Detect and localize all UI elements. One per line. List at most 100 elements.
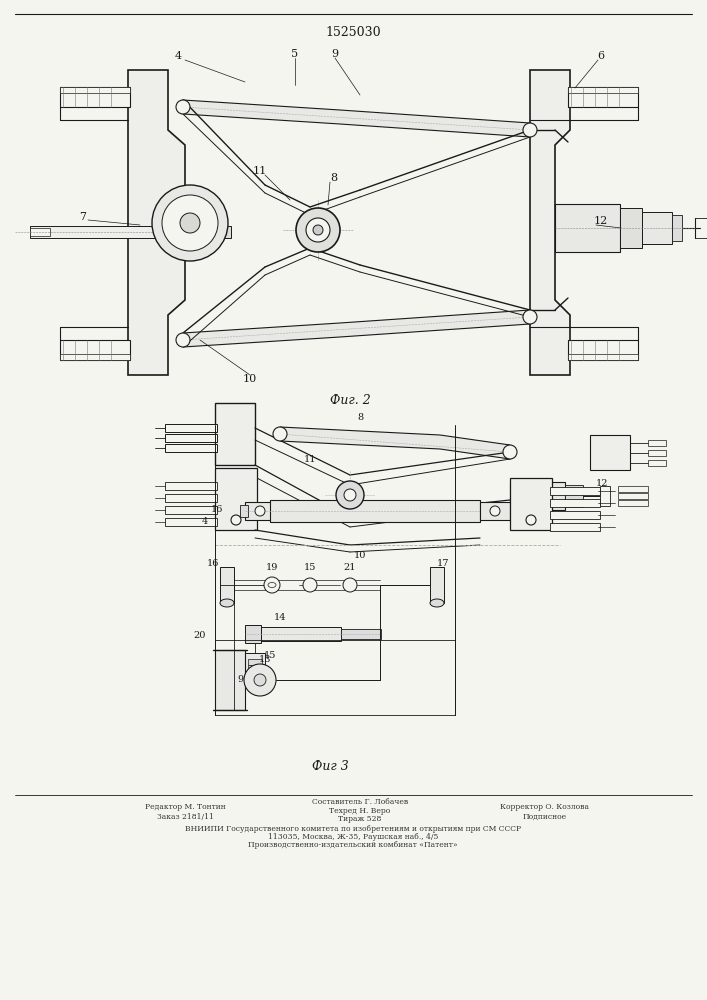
Text: Фиг. 2: Фиг. 2 [329, 393, 370, 406]
Text: ВНИИПИ Государственного комитета по изобретениям и открытиям при СМ СССР: ВНИИПИ Государственного комитета по изоб… [185, 825, 521, 833]
Circle shape [176, 100, 190, 114]
Bar [165, 494, 217, 502]
Bar [30, 228, 50, 236]
Bar [165, 518, 217, 526]
Text: 4: 4 [175, 51, 182, 61]
Circle shape [313, 225, 323, 235]
Bar [165, 424, 217, 432]
Circle shape [176, 333, 190, 347]
Bar [240, 505, 248, 517]
Text: 16: 16 [211, 506, 223, 514]
Text: Составитель Г. Лобачев: Составитель Г. Лобачев [312, 798, 408, 806]
Bar [550, 487, 600, 495]
Text: 10: 10 [354, 550, 366, 560]
Bar [550, 499, 600, 507]
Circle shape [255, 506, 265, 516]
Bar [165, 506, 217, 514]
Bar [248, 665, 262, 671]
Bar [555, 204, 620, 252]
Text: 4: 4 [202, 518, 208, 526]
Circle shape [523, 310, 537, 324]
Circle shape [526, 515, 536, 525]
Bar [568, 87, 638, 107]
Text: 21: 21 [344, 562, 356, 572]
Bar [215, 403, 255, 465]
Text: 14: 14 [274, 612, 286, 621]
Bar [480, 502, 510, 520]
Circle shape [264, 577, 280, 593]
Circle shape [503, 445, 517, 459]
Ellipse shape [268, 582, 276, 587]
Text: Фиг 3: Фиг 3 [312, 760, 349, 774]
Bar [590, 435, 630, 470]
Text: 20: 20 [194, 631, 206, 640]
Bar [60, 340, 130, 360]
Circle shape [344, 489, 356, 501]
Text: 8: 8 [357, 414, 363, 422]
Text: 17: 17 [437, 558, 449, 568]
Bar [245, 502, 275, 520]
Bar [568, 87, 638, 93]
Circle shape [273, 427, 287, 441]
Bar [648, 460, 666, 466]
Text: Редактор М. Тонтин: Редактор М. Тонтин [145, 803, 226, 811]
Text: 7: 7 [79, 212, 86, 222]
Bar [568, 354, 638, 360]
Text: 15: 15 [304, 562, 316, 572]
Bar [648, 440, 666, 446]
Circle shape [231, 515, 241, 525]
Bar [245, 625, 261, 643]
Circle shape [244, 664, 276, 696]
Bar [168, 203, 213, 243]
Text: Подписное: Подписное [523, 813, 567, 821]
Text: Техред Н. Веро: Техред Н. Веро [329, 807, 391, 815]
Text: Тираж 528: Тираж 528 [339, 815, 382, 823]
Bar [248, 659, 262, 665]
Ellipse shape [430, 599, 444, 607]
Bar [270, 500, 480, 522]
Bar [60, 87, 130, 107]
Bar [165, 444, 217, 452]
Text: 15: 15 [264, 650, 276, 660]
Text: 13: 13 [259, 656, 271, 664]
Bar [213, 226, 231, 238]
Bar [618, 493, 648, 499]
Bar [565, 485, 583, 507]
Circle shape [254, 674, 266, 686]
Bar [550, 523, 600, 531]
Text: Производственно-издательский комбинат «Патент»: Производственно-издательский комбинат «П… [248, 841, 458, 849]
Bar [60, 354, 130, 360]
Text: 1525030: 1525030 [325, 25, 381, 38]
Text: 10: 10 [243, 374, 257, 384]
Bar [568, 340, 638, 360]
Bar [30, 226, 170, 238]
Text: 12: 12 [596, 480, 608, 488]
Text: 113035, Москва, Ж-35, Раушская наб., 4/5: 113035, Москва, Ж-35, Раушская наб., 4/5 [268, 833, 438, 841]
Text: 12: 12 [594, 216, 608, 226]
Bar [618, 500, 648, 506]
Polygon shape [183, 100, 530, 137]
Text: 5: 5 [291, 49, 298, 59]
Text: 9: 9 [332, 49, 339, 59]
Polygon shape [280, 427, 510, 459]
Circle shape [162, 195, 218, 251]
Text: 11: 11 [253, 166, 267, 176]
Bar [165, 482, 217, 490]
Circle shape [343, 578, 357, 592]
Circle shape [523, 123, 537, 137]
Circle shape [490, 506, 500, 516]
Circle shape [303, 578, 317, 592]
Bar [510, 482, 565, 510]
Circle shape [152, 185, 228, 261]
Bar [60, 87, 130, 93]
Bar [672, 215, 682, 241]
Circle shape [296, 208, 340, 252]
Bar [642, 212, 672, 244]
Bar [245, 653, 265, 673]
Text: Заказ 2181/11: Заказ 2181/11 [156, 813, 214, 821]
Circle shape [180, 213, 200, 233]
Bar [620, 208, 642, 248]
Text: 6: 6 [597, 51, 604, 61]
Text: Корректор О. Козлова: Корректор О. Козлова [501, 803, 590, 811]
Bar [550, 511, 600, 519]
